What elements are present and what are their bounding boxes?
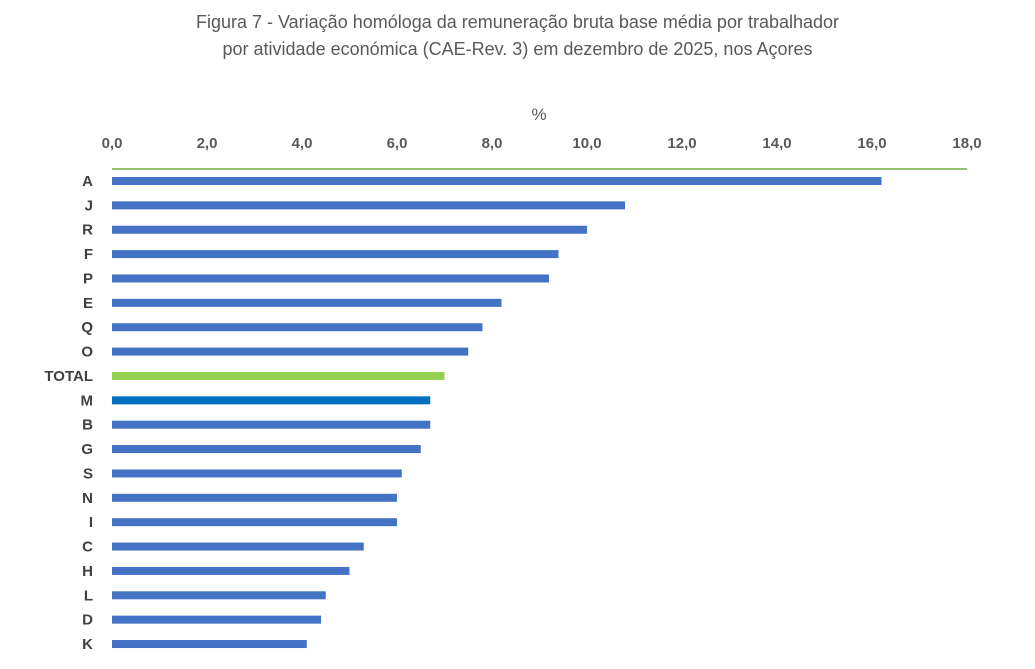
- category-label: K: [82, 636, 93, 653]
- bar-b: [112, 420, 431, 429]
- bar-h: [112, 566, 350, 575]
- bar-g: [112, 445, 421, 454]
- x-axis-label: %: [531, 105, 546, 124]
- bar-e: [112, 298, 502, 307]
- category-label: A: [82, 173, 93, 190]
- category-label: R: [82, 222, 93, 239]
- bar-j: [112, 201, 625, 210]
- x-tick-label: 8,0: [482, 135, 503, 152]
- x-tick-label: 0,0: [102, 135, 123, 152]
- category-label: F: [84, 246, 93, 263]
- category-label: N: [82, 490, 93, 507]
- category-label: D: [82, 612, 93, 629]
- x-tick-label: 16,0: [857, 135, 886, 152]
- bar-l: [112, 591, 326, 600]
- bar-k: [112, 640, 307, 649]
- x-tick-label: 10,0: [572, 135, 601, 152]
- bar-n: [112, 493, 397, 502]
- bar-a: [112, 177, 882, 185]
- category-label: P: [83, 270, 93, 287]
- category-label: G: [81, 441, 93, 458]
- category-label: C: [82, 539, 93, 556]
- category-label: TOTAL: [44, 368, 93, 385]
- category-label: S: [83, 465, 93, 482]
- x-tick-label: 6,0: [387, 135, 408, 152]
- bar-total: [112, 371, 445, 380]
- x-tick-label: 2,0: [197, 135, 218, 152]
- category-label: M: [81, 392, 94, 409]
- category-label: I: [89, 514, 93, 531]
- category-label: L: [84, 587, 93, 604]
- bar-s: [112, 469, 402, 478]
- x-tick-label: 12,0: [667, 135, 696, 152]
- x-tick-label: 18,0: [952, 135, 981, 152]
- x-tick-label: 4,0: [292, 135, 313, 152]
- bar-m: [112, 396, 431, 405]
- category-label: H: [82, 563, 93, 580]
- bar-c: [112, 542, 364, 551]
- bar-o: [112, 347, 469, 356]
- chart-title-line2: por atividade económica (CAE-Rev. 3) em …: [222, 39, 813, 59]
- category-label: Q: [81, 319, 93, 336]
- bar-i: [112, 518, 397, 527]
- category-label: E: [83, 295, 93, 312]
- x-tick-label: 14,0: [762, 135, 791, 152]
- chart-title-line1: Figura 7 - Variação homóloga da remunera…: [195, 12, 840, 32]
- bar-f: [112, 250, 559, 259]
- bar-d: [112, 615, 321, 624]
- category-label: J: [85, 197, 93, 214]
- bar-q: [112, 323, 483, 332]
- bar-r: [112, 225, 587, 234]
- category-label: B: [82, 417, 93, 434]
- bar-p: [112, 274, 549, 283]
- category-label: O: [81, 344, 93, 361]
